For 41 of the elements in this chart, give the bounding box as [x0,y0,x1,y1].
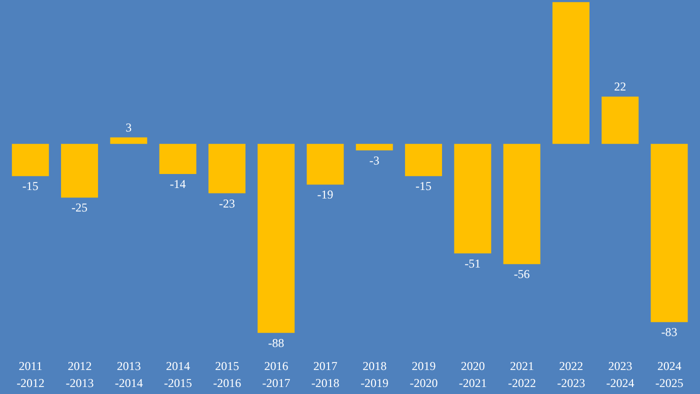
data-label: -51 [464,256,481,270]
data-label: -23 [218,196,235,210]
data-label: -83 [661,325,678,340]
x-tick-label: 2022 -2023 [557,359,586,390]
data-label: -15 [22,179,38,194]
x-tick-label: 2020 -2021 [458,359,487,390]
x-tick-label: 2023 -2024 [606,359,634,390]
data-label: -88 [268,336,284,350]
bar [159,144,196,174]
data-label: -19 [317,188,334,202]
bar [110,137,148,144]
data-label: -25 [72,200,88,215]
x-tick-label: 2021 -2022 [508,359,536,390]
x-tick-label: 2024 -2025 [655,359,684,390]
data-label: 3 [126,120,132,134]
x-tick-label: 2016 -2017 [262,359,290,390]
bar [454,144,492,254]
bar [61,144,98,198]
x-tick-label: 2015 -2016 [213,359,242,390]
x-tick-label: 2011 -2012 [16,359,45,390]
data-label: -14 [170,176,186,191]
data-label: -56 [514,267,530,282]
bar [503,144,540,264]
x-tick-label: 2018 -2019 [360,359,389,390]
x-tick-label: 2017 -2018 [311,359,340,390]
bar [356,144,393,150]
bar [650,144,688,322]
x-tick-label: 2019 -2020 [410,359,438,390]
bar [405,144,442,176]
data-label: -15 [416,179,432,194]
bar [602,96,639,144]
bar [258,144,295,333]
bar [306,144,344,185]
bar [12,144,49,176]
x-tick-label: 2012 -2013 [66,359,94,390]
data-label: 22 [614,80,626,94]
x-tick-label: 2013 -2014 [114,359,143,390]
data-label: -3 [369,153,380,168]
bar [552,2,590,144]
bar [208,144,246,194]
x-tick-label: 2014 -2015 [164,359,192,390]
